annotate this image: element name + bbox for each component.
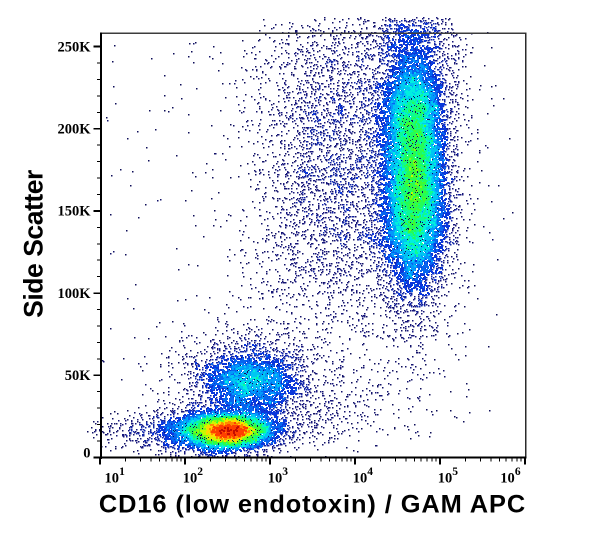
svg-text:4: 4 <box>367 466 373 478</box>
svg-text:100K: 100K <box>57 286 91 302</box>
svg-text:5: 5 <box>452 466 458 478</box>
svg-text:50K: 50K <box>65 368 92 384</box>
svg-text:250K: 250K <box>57 39 91 55</box>
svg-text:10: 10 <box>183 471 198 487</box>
svg-text:6: 6 <box>515 466 521 478</box>
svg-text:CD16 (low endotoxin) / GAM APC: CD16 (low endotoxin) / GAM APC <box>99 491 526 519</box>
svg-text:10: 10 <box>438 471 453 487</box>
svg-text:150K: 150K <box>57 204 91 220</box>
svg-text:10: 10 <box>353 471 368 487</box>
svg-text:10: 10 <box>500 471 515 487</box>
svg-text:10: 10 <box>268 471 283 487</box>
svg-text:200K: 200K <box>57 122 91 138</box>
svg-text:0: 0 <box>83 446 90 462</box>
svg-text:2: 2 <box>197 466 203 478</box>
svg-text:10: 10 <box>105 471 120 487</box>
svg-text:3: 3 <box>282 466 288 478</box>
svg-text:1: 1 <box>119 466 125 478</box>
svg-text:Side Scatter: Side Scatter <box>18 170 48 318</box>
